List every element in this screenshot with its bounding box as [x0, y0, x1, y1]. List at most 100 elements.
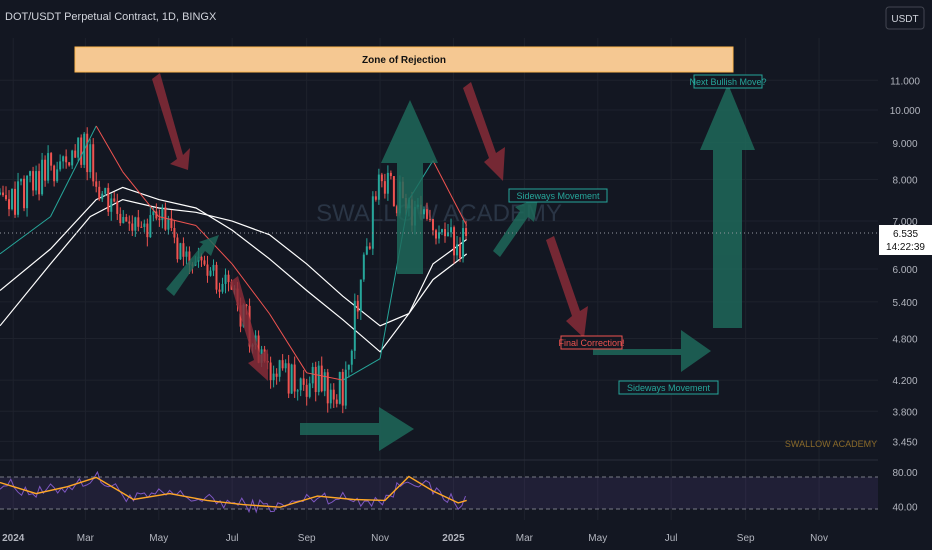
- candle-body-53: [158, 218, 161, 221]
- candle-body-126: [377, 174, 380, 200]
- candle-body-107: [320, 365, 323, 392]
- ma-fast-segment-5: [158, 216, 197, 227]
- green-arrow-5[interactable]: [593, 330, 711, 372]
- ma-fast-segment-4: [122, 171, 160, 217]
- candle-body-67: [200, 256, 203, 261]
- candle-body-96: [287, 363, 290, 394]
- candle-body-148: [444, 229, 447, 237]
- label-sideways-1[interactable]: Sideways Movement: [508, 188, 608, 203]
- green-arrow-6[interactable]: [700, 84, 755, 328]
- x-tick-label-10: Sep: [737, 533, 755, 544]
- candle-body-48: [143, 223, 146, 227]
- next-move-label: Next Bullish Move?: [689, 77, 766, 87]
- x-tick-label-8: May: [588, 533, 607, 544]
- ma-fast-segment-9: [306, 372, 343, 381]
- candle-body-103: [308, 383, 311, 397]
- candle-body-68: [203, 260, 206, 265]
- candle-body-4: [11, 188, 14, 210]
- candle-body-46: [137, 217, 140, 227]
- candle-body-102: [305, 384, 308, 397]
- green-arrow-4[interactable]: [493, 198, 538, 257]
- candle-body-59: [176, 237, 179, 260]
- y-axis-labels: 11.000 10.000 9.000 8.000 7.000 6.000 5.400 4.8…: [890, 76, 921, 448]
- candle-body-23: [68, 162, 71, 166]
- grid: [0, 38, 878, 520]
- candle-body-45: [134, 217, 137, 231]
- candle-body-113: [338, 372, 341, 404]
- candle-body-142: [425, 209, 428, 219]
- candle-body-33: [98, 186, 101, 200]
- candle-body-2: [5, 195, 8, 200]
- candle-body-106: [317, 365, 320, 393]
- candle-body-8: [23, 178, 26, 209]
- candle-body-119: [356, 300, 359, 312]
- arrows: [152, 73, 755, 451]
- candle-body-19: [56, 169, 59, 182]
- candle-body-147: [441, 229, 444, 233]
- red-arrow-4[interactable]: [546, 236, 588, 338]
- y-tick-label-7: 4.800: [892, 335, 917, 346]
- label-next-move[interactable]: Next Bullish Move?: [689, 74, 767, 89]
- candle-body-34: [101, 193, 104, 200]
- green-arrow-3[interactable]: [300, 407, 414, 451]
- x-tick-label-7: Mar: [516, 533, 534, 544]
- candle-body-94: [281, 360, 284, 369]
- candle-body-116: [347, 364, 350, 370]
- candle-body-32: [95, 181, 98, 187]
- candle-body-56: [167, 218, 170, 230]
- candle-body-121: [362, 254, 365, 280]
- candle-body-50: [149, 215, 152, 238]
- candle-body-74: [221, 283, 224, 292]
- rsi-pane: [0, 470, 467, 514]
- candle-body-108: [323, 372, 326, 392]
- candle-body-14: [41, 159, 44, 195]
- y-tick-label-1: 10.000: [890, 106, 921, 117]
- label-sideways-2[interactable]: Sideways Movement: [618, 380, 719, 395]
- price-tag-countdown: 14:22:39: [886, 242, 925, 253]
- candle-body-98: [293, 364, 296, 392]
- candle-body-154: [462, 228, 465, 259]
- candle-body-57: [170, 218, 173, 229]
- candle-body-149: [447, 232, 450, 237]
- candle-body-90: [269, 362, 272, 381]
- candle-body-114: [341, 372, 344, 406]
- candle-body-70: [209, 270, 212, 276]
- label-final-correction[interactable]: Final Correction!: [558, 335, 625, 350]
- x-tick-label-1: Mar: [77, 533, 95, 544]
- candle-body-131: [392, 176, 395, 207]
- green-arrow-2[interactable]: [381, 100, 438, 274]
- red-arrow-3[interactable]: [463, 82, 505, 181]
- moving-average-fast: [0, 125, 468, 381]
- x-tick-label-0: 2024: [2, 533, 25, 544]
- candle-body-124: [371, 196, 374, 249]
- candle-body-44: [131, 223, 134, 231]
- candle-body-13: [38, 171, 41, 195]
- x-tick-label-4: Sep: [298, 533, 316, 544]
- y-tick-label-10: 3.450: [892, 437, 917, 448]
- candle-body-35: [104, 187, 107, 194]
- candle-body-155: [465, 228, 468, 237]
- candle-body-62: [185, 251, 188, 257]
- currency-button[interactable]: USDT: [885, 6, 925, 30]
- candle-body-118: [353, 300, 356, 351]
- sideways-label-2: Sideways Movement: [627, 383, 711, 393]
- price-tag[interactable]: 6.535 14:22:39: [879, 225, 932, 255]
- candle-body-10: [29, 171, 32, 176]
- candle-body-152: [456, 244, 459, 256]
- candle-body-115: [344, 369, 347, 406]
- candle-body-145: [434, 230, 437, 239]
- candle-body-63: [188, 251, 191, 265]
- zone-of-rejection-box[interactable]: [74, 46, 734, 73]
- red-arrow-2[interactable]: [230, 276, 268, 381]
- x-axis-labels: 2024 Mar May Jul Sep Nov 2025 Mar May Jul Sep Nov: [2, 533, 828, 544]
- candle-body-30: [89, 144, 92, 173]
- green-arrow-1[interactable]: [166, 235, 219, 296]
- candle-body-1: [2, 192, 5, 196]
- red-arrow-1[interactable]: [152, 73, 190, 170]
- x-tick-label-11: Nov: [810, 533, 828, 544]
- candle-body-11: [32, 171, 35, 191]
- candle-body-36: [107, 187, 110, 212]
- candle-body-54: [161, 207, 164, 221]
